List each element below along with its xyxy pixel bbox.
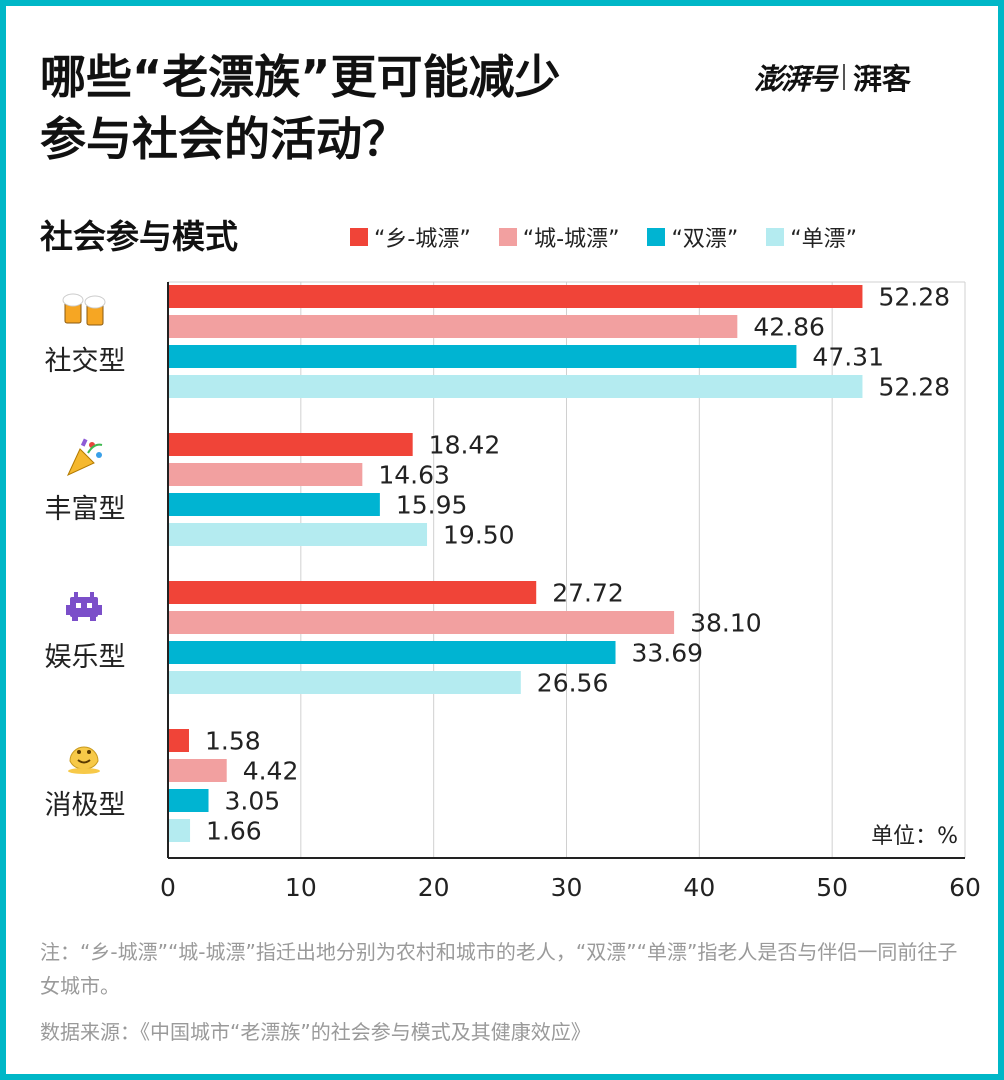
data-source: 数据来源：《中国城市“老漂族”的社会参与模式及其健康效应》 bbox=[40, 1020, 591, 1044]
category-label-passive: 消极型 bbox=[45, 790, 126, 821]
bar-rural-urban-social bbox=[168, 285, 863, 308]
bar-single-passive bbox=[168, 819, 191, 842]
brand-logo: 澎湃号 湃客 bbox=[754, 52, 911, 102]
bar-double-entertainment bbox=[168, 641, 616, 664]
unit-label: 单位：% bbox=[871, 824, 958, 849]
title-line-2: 参与社会的活动？ bbox=[40, 112, 408, 166]
value-label-double-enriched: 15.95 bbox=[396, 491, 468, 520]
value-label-rural-urban-passive: 1.58 bbox=[205, 727, 261, 756]
footnote: 注：“乡-城漂”“城-城漂”指迁出地分别为农村和城市的老人，“双漂”“单漂”指老… bbox=[40, 940, 958, 998]
legend-label-rural-urban: “乡-城漂” bbox=[374, 227, 471, 252]
legend-swatch-double bbox=[647, 228, 666, 246]
page-title: 哪些“老漂族”更可能减少 参与社会的活动？ bbox=[40, 46, 720, 170]
bar-double-enriched bbox=[168, 493, 380, 516]
legend-item-urban-urban: “城-城漂” bbox=[498, 221, 620, 253]
legend-swatch-single bbox=[766, 228, 785, 246]
value-label-double-entertainment: 33.69 bbox=[632, 639, 704, 668]
bar-chart: 52.28 18.42 27.72 1.58 42.86 14.63 38.10 4.42 47… bbox=[45, 281, 981, 902]
bar-rural-urban-passive bbox=[168, 729, 189, 752]
x-tick-label: 60 bbox=[949, 873, 981, 902]
legend-label-urban-urban: “城-城漂” bbox=[522, 227, 620, 252]
value-label-rural-urban-social: 52.28 bbox=[878, 283, 950, 312]
value-label-single-social: 52.28 bbox=[878, 373, 950, 402]
bar-urban-urban-passive bbox=[168, 759, 227, 782]
legend-label-single: “单漂” bbox=[790, 227, 858, 252]
value-label-single-entertainment: 26.56 bbox=[537, 669, 609, 698]
bar-rural-urban-enriched bbox=[168, 433, 413, 456]
value-label-urban-urban-passive: 4.42 bbox=[243, 757, 299, 786]
title-line-1: 哪些“老漂族”更可能减少 bbox=[40, 50, 561, 104]
space-invader-icon bbox=[66, 592, 102, 621]
value-label-single-enriched: 19.50 bbox=[443, 521, 515, 550]
legend-item-single: “单漂” bbox=[766, 221, 857, 253]
legend: “乡-城漂” “城-城漂” “双漂” “单漂” bbox=[350, 220, 857, 254]
value-label-urban-urban-entertainment: 38.10 bbox=[690, 609, 762, 638]
x-tick-label: 30 bbox=[551, 873, 583, 902]
value-label-double-passive: 3.05 bbox=[225, 787, 281, 816]
category-label-social: 社交型 bbox=[45, 346, 126, 377]
legend-swatch-urban-urban bbox=[498, 228, 517, 246]
brand-divider bbox=[843, 64, 846, 90]
legend-item-rural-urban: “乡-城漂” bbox=[350, 221, 471, 253]
bar-single-enriched bbox=[168, 523, 428, 546]
value-label-double-social: 47.31 bbox=[812, 343, 884, 372]
value-label-rural-urban-entertainment: 27.72 bbox=[552, 579, 624, 608]
category-label-entertainment: 娱乐型 bbox=[45, 642, 126, 673]
value-label-urban-urban-enriched: 14.63 bbox=[378, 461, 450, 490]
legend-swatch-rural-urban bbox=[350, 228, 368, 246]
chart-subtitle: 社会参与模式 bbox=[40, 217, 238, 256]
category-label-enriched: 丰富型 bbox=[45, 494, 126, 525]
bar-urban-urban-enriched bbox=[168, 463, 363, 486]
bar-single-entertainment bbox=[168, 671, 521, 694]
melting-face-icon bbox=[68, 746, 100, 774]
x-tick-label: 10 bbox=[285, 873, 317, 902]
bar-urban-urban-entertainment bbox=[168, 611, 675, 634]
brand-sub: 湃客 bbox=[853, 62, 912, 96]
bar-double-passive bbox=[168, 789, 209, 812]
x-tick-label: 50 bbox=[816, 873, 848, 902]
party-popper-icon bbox=[66, 438, 103, 477]
x-tick-label: 40 bbox=[683, 873, 715, 902]
value-label-rural-urban-enriched: 18.42 bbox=[429, 431, 501, 460]
bar-double-social bbox=[168, 345, 797, 368]
bar-urban-urban-social bbox=[168, 315, 738, 338]
beer-mugs-icon bbox=[62, 293, 106, 326]
value-label-urban-urban-social: 42.86 bbox=[753, 313, 825, 342]
bar-single-social bbox=[168, 375, 863, 398]
value-label-single-passive: 1.66 bbox=[206, 817, 262, 846]
brand-main: 澎湃号 bbox=[754, 62, 837, 96]
x-tick-label: 20 bbox=[418, 873, 450, 902]
legend-item-double: “双漂” bbox=[647, 221, 738, 253]
bar-rural-urban-entertainment bbox=[168, 581, 537, 604]
legend-label-double: “双漂” bbox=[671, 227, 739, 252]
x-tick-label: 0 bbox=[160, 873, 176, 902]
